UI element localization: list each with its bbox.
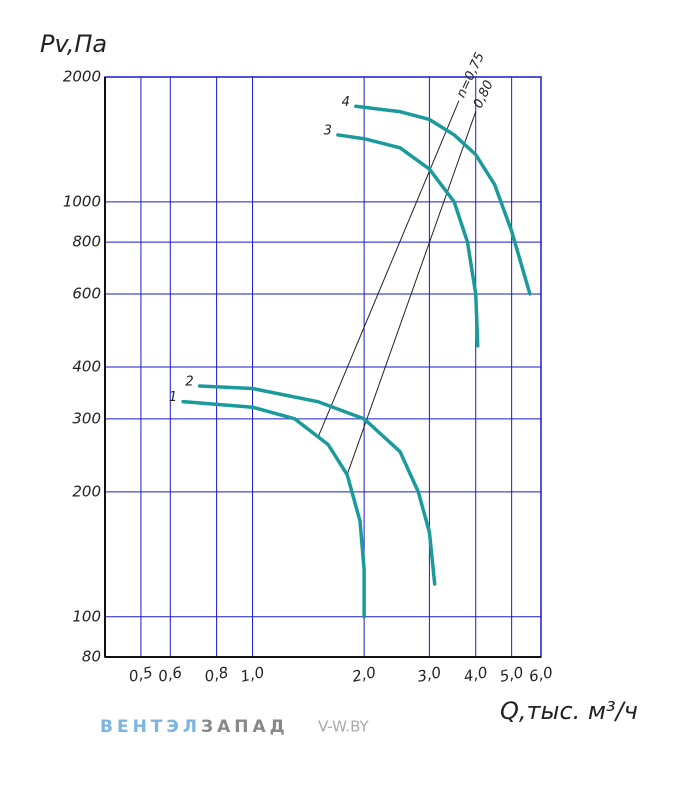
x-tick-label: 0,8 [203, 663, 230, 686]
watermark-site: V-W.BY [318, 718, 370, 736]
y-tick-label: 1000 [63, 192, 101, 210]
x-tick-label: 5,0 [498, 663, 525, 686]
y-tick-label: 800 [72, 233, 101, 251]
x-tick-label: 1,0 [239, 663, 266, 686]
curve-label: 2 [185, 374, 193, 389]
y-tick-label: 200 [72, 482, 101, 500]
watermark: ВЕНТЭЛЗАПАД [100, 717, 289, 737]
curve-label: 3 [324, 123, 332, 138]
x-axis-label: Q,тыс. м³/ч [500, 697, 638, 725]
curve [181, 399, 366, 619]
x-tick-label: 6,0 [527, 663, 554, 686]
curve [336, 133, 480, 348]
efficiency-line [346, 111, 477, 476]
y-axis-label: Pv,Па [40, 30, 107, 58]
curve [354, 104, 532, 296]
y-tick-label: 100 [72, 607, 101, 625]
curve-label: 4 [342, 95, 350, 110]
curve [197, 384, 437, 586]
y-tick-label: 2000 [63, 68, 101, 86]
x-tick-label: 2,0 [350, 663, 377, 686]
brand-b: ЗАПАД [201, 717, 289, 737]
x-tick-label: 0,5 [127, 663, 154, 686]
x-tick-label: 4,0 [462, 663, 489, 686]
y-tick-label: 600 [72, 284, 101, 302]
efficiency-line [317, 100, 460, 439]
x-tick-label: 0,6 [157, 663, 184, 686]
y-tick-label: 400 [72, 358, 101, 376]
x-tick-label: 3,0 [416, 663, 443, 686]
brand-a: ВЕНТЭЛ [100, 717, 201, 737]
y-tick-label: 80 [82, 648, 101, 666]
y-tick-label: 300 [72, 409, 101, 427]
curve-label: 1 [169, 390, 177, 405]
